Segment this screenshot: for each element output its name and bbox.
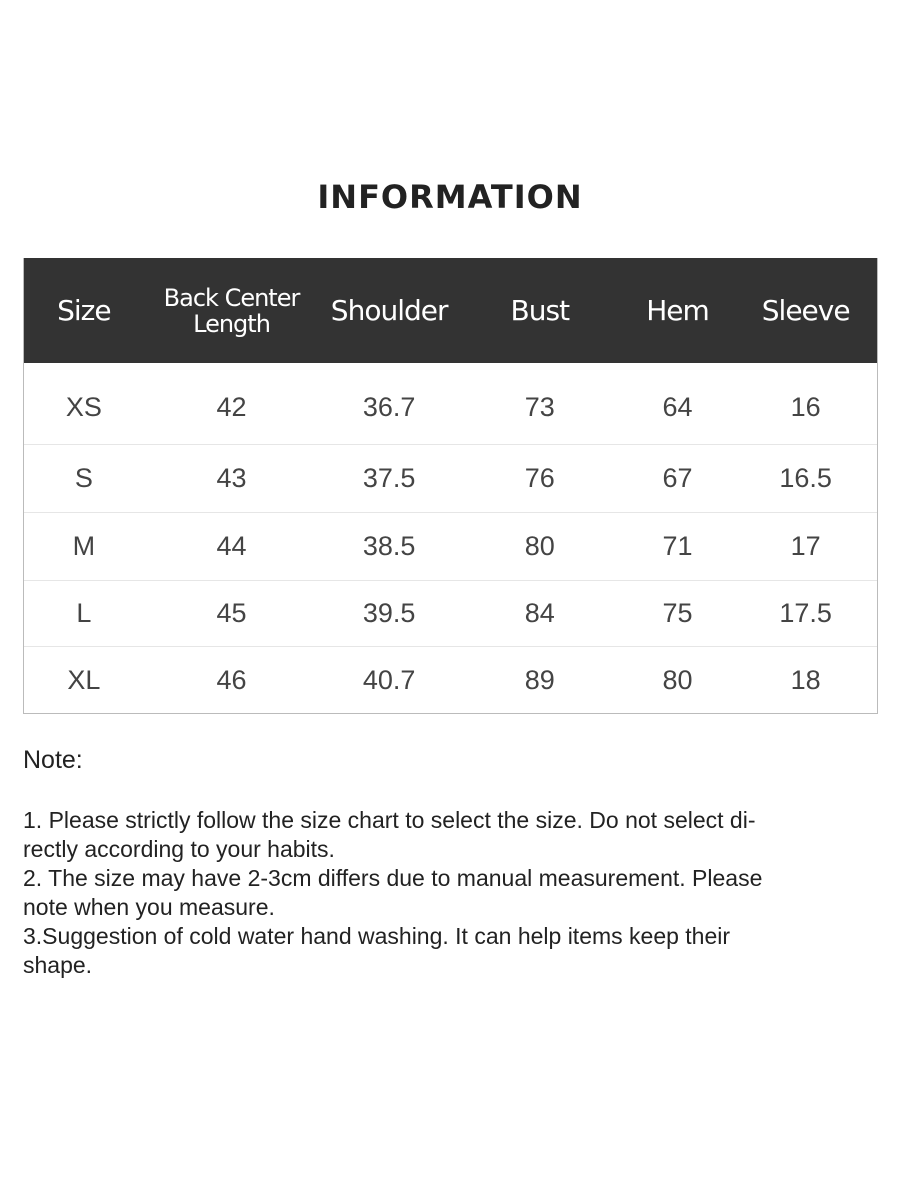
table-row: L 45 39.5 84 75 17.5 bbox=[24, 581, 877, 647]
value-cell: 64 bbox=[662, 392, 693, 422]
value-cell: 84 bbox=[524, 598, 555, 628]
value-cell: 75 bbox=[662, 598, 693, 628]
size-cell: XS bbox=[65, 392, 102, 422]
note-line: rectly according to your habits. bbox=[23, 836, 335, 862]
value-cell: 44 bbox=[216, 531, 247, 561]
value-cell: 39.5 bbox=[362, 598, 416, 628]
value-cell: 80 bbox=[662, 664, 693, 695]
header-bust: Bust bbox=[510, 293, 571, 327]
value-cell: 80 bbox=[524, 531, 555, 561]
value-cell: 73 bbox=[524, 392, 555, 422]
header-back-center-length: Back Center Length bbox=[163, 283, 301, 338]
size-cell: S bbox=[74, 463, 93, 493]
note-line: 1. Please strictly follow the size chart… bbox=[23, 807, 756, 833]
value-cell: 40.7 bbox=[362, 664, 416, 695]
value-cell: 67 bbox=[662, 463, 693, 493]
table-row: XS 42 36.7 73 64 16 bbox=[24, 363, 877, 445]
value-cell: 43 bbox=[216, 463, 247, 493]
note-list: 1. Please strictly follow the size chart… bbox=[23, 806, 762, 980]
note-line: note when you measure. bbox=[23, 894, 275, 920]
value-cell: 38.5 bbox=[362, 531, 416, 561]
note-line: 2. The size may have 2-3cm differs due t… bbox=[23, 865, 763, 891]
value-cell: 46 bbox=[216, 664, 247, 695]
table-row: XL 46 40.7 89 80 18 bbox=[24, 647, 877, 713]
header-shoulder: Shoulder bbox=[330, 293, 449, 327]
value-cell: 16 bbox=[790, 392, 821, 422]
note-line: 3.Suggestion of cold water hand washing.… bbox=[23, 923, 731, 949]
value-cell: 16.5 bbox=[779, 463, 832, 493]
note-line: shape. bbox=[23, 952, 93, 978]
value-cell: 17 bbox=[790, 531, 821, 561]
size-cell: XL bbox=[67, 664, 101, 695]
size-table: Size Back Center Length Shoulder Bust Hem… bbox=[23, 258, 878, 714]
page-title: INFORMATION bbox=[317, 178, 583, 216]
value-cell: 76 bbox=[524, 463, 555, 493]
value-cell: 71 bbox=[662, 531, 693, 561]
table-row: M 44 38.5 80 71 17 bbox=[24, 513, 877, 581]
value-cell: 89 bbox=[524, 664, 555, 695]
value-cell: 17.5 bbox=[779, 598, 832, 628]
header-hem: Hem bbox=[646, 293, 710, 327]
header-sleeve: Sleeve bbox=[761, 293, 851, 327]
note-heading: Note: bbox=[23, 746, 83, 774]
table-body: XS 42 36.7 73 64 16 S 43 37.5 76 67 16.5 M 44 38.5 80 71… bbox=[24, 363, 877, 713]
value-cell: 18 bbox=[790, 664, 821, 695]
size-cell: L bbox=[76, 598, 92, 628]
size-cell: M bbox=[72, 531, 96, 561]
value-cell: 45 bbox=[216, 598, 247, 628]
value-cell: 42 bbox=[216, 392, 247, 422]
table-row: S 43 37.5 76 67 16.5 bbox=[24, 445, 877, 513]
header-size: Size bbox=[57, 293, 111, 327]
table-header: Size Back Center Length Shoulder Bust Hem… bbox=[24, 258, 877, 363]
value-cell: 37.5 bbox=[362, 463, 416, 493]
value-cell: 36.7 bbox=[362, 392, 416, 422]
